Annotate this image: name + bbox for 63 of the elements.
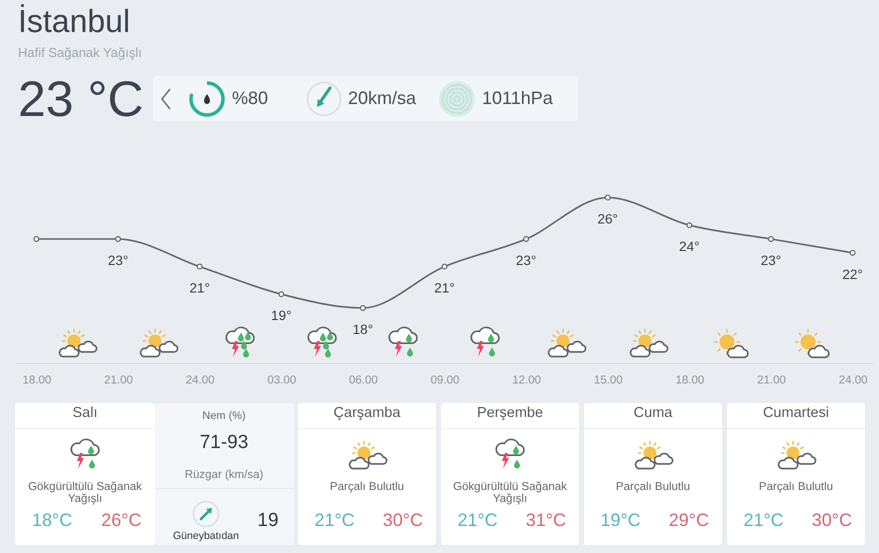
text: Parçalı Bulutlu [758, 481, 834, 493]
data-label: 23° [760, 253, 782, 268]
text: Çarşamba [334, 405, 400, 423]
point [442, 264, 448, 270]
point [115, 236, 121, 242]
x-tick-label: 03.00 [267, 374, 296, 386]
point [278, 291, 284, 298]
text: 29°C [668, 510, 709, 532]
point [604, 194, 611, 201]
text: Güneybatıdan [173, 530, 239, 542]
text: 18°C [32, 510, 72, 532]
text: %80 [232, 88, 268, 110]
x-tick-label: 15.00 [594, 374, 623, 386]
chart-subtitle: Hafif Sağanak Yağışlı [18, 45, 142, 61]
text: 31°C [526, 510, 566, 532]
text: Rüzgar (km/sa) [184, 469, 264, 483]
text: 1011hPa [482, 88, 553, 110]
x-tick-label: 24.00 [186, 374, 215, 386]
x-tick-label: 06.00 [348, 374, 378, 386]
data-label: 23° [516, 253, 536, 268]
x-tick-label: 21.00 [104, 374, 133, 386]
data-label: 26° [598, 212, 618, 227]
point [360, 305, 366, 311]
text: 21°C [314, 510, 355, 532]
x-tick-label: 18.00 [675, 374, 704, 386]
x-tick-label: 21.00 [757, 374, 786, 386]
x-tick-label: 12.00 [512, 374, 542, 386]
text: Parçalı Bulutlu [328, 481, 406, 493]
text: Salı [72, 405, 98, 423]
chart-title: İstanbul [18, 2, 130, 41]
text: Nem (%) [202, 410, 246, 423]
data-label: 18° [352, 322, 374, 337]
point [196, 264, 203, 270]
text: 20km/sa [348, 88, 416, 110]
x-tick-label: 09.00 [430, 374, 460, 386]
data-label: 24° [679, 239, 700, 254]
text: Cuma [634, 405, 672, 423]
text: 30°C [812, 510, 852, 532]
point [768, 236, 774, 242]
point [686, 222, 692, 228]
text: 23 °C [18, 70, 144, 128]
x-tick-label: 24.00 [838, 374, 868, 386]
text: Parçalı Bulutlu [614, 481, 692, 493]
text: Cumartesi [762, 405, 830, 423]
data-label: 23° [108, 253, 128, 268]
text: 30°C [382, 510, 423, 532]
data-label: 21° [434, 280, 455, 296]
text: Perşembe [476, 405, 544, 423]
text: 71-93 [200, 432, 248, 455]
point [33, 236, 40, 242]
text: Gökgürültülü Sağanak Yağışlı [27, 481, 143, 505]
point [523, 236, 530, 242]
data-label: 19° [271, 308, 292, 324]
data-label: 22° [842, 266, 863, 282]
text: Gökgürültülü Sağanak Yağışlı [452, 481, 568, 505]
x-tick-label: 18.00 [22, 374, 52, 386]
text: 21°C [743, 510, 784, 532]
text: 19 [257, 510, 279, 533]
point [850, 250, 856, 256]
text: 21°C [457, 510, 498, 532]
data-label: 21° [189, 280, 210, 296]
text: 26°C [101, 510, 142, 532]
text: 19°C [600, 510, 641, 532]
